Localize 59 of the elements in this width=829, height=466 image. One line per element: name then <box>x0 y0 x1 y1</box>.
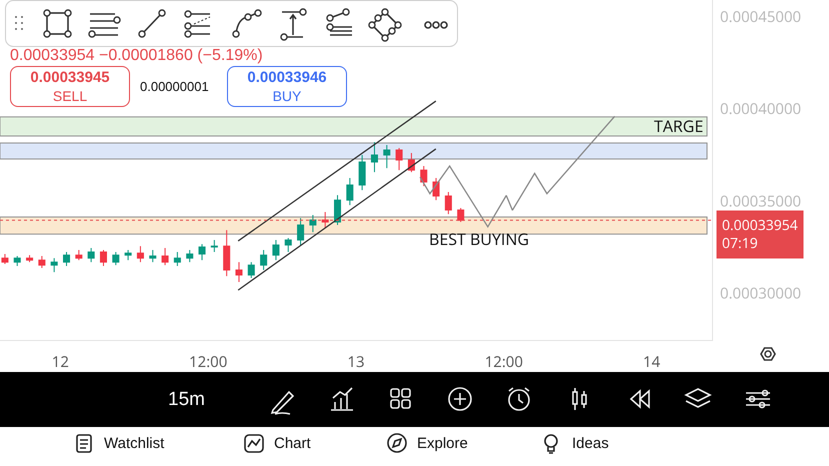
x-tick-label: 12:00 <box>189 352 228 372</box>
candlestick <box>124 249 132 261</box>
ref-line-label: 0.00033954 <box>722 216 798 235</box>
candlestick <box>346 178 354 206</box>
annotation: BUY <box>272 88 302 104</box>
y-tick-label: 0.00045000 <box>720 7 802 28</box>
candlestick <box>383 144 390 169</box>
candlestick <box>297 218 304 246</box>
annotation: 0.00033946 <box>246 69 328 86</box>
candlestick <box>223 230 230 277</box>
text: Ideas <box>572 435 609 452</box>
candlestick <box>50 258 58 273</box>
candlestick <box>358 154 366 191</box>
y-tick-label: 0.00035000 <box>720 191 802 212</box>
annotation: SELL <box>52 88 88 104</box>
annotation: 0.00033945 <box>29 69 111 86</box>
x-tick-label: 14 <box>643 352 661 372</box>
text: Chart <box>274 435 311 452</box>
candlestick <box>444 192 452 215</box>
candlestick <box>396 148 403 171</box>
text: 07:19 <box>722 234 758 254</box>
candlestick <box>272 240 280 261</box>
annotation: 0.00033954 −0.00001860 (−5.19%) <box>8 47 265 65</box>
candlestick <box>26 254 34 263</box>
candlestick <box>1 254 8 264</box>
candlestick <box>284 238 292 253</box>
x-tick-label: 13 <box>347 352 365 372</box>
y-tick-label: 0.00040000 <box>720 99 802 120</box>
candlestick <box>260 249 268 271</box>
candlestick <box>198 244 206 261</box>
candlestick <box>420 166 428 187</box>
candlestick <box>149 249 156 263</box>
candlestick <box>174 252 181 266</box>
candlestick <box>162 247 169 266</box>
candlestick <box>309 214 316 233</box>
x-tick-label: 12:00 <box>484 352 523 372</box>
annotation: 0.00000001 <box>140 79 209 94</box>
candlestick <box>210 240 218 253</box>
candlestick <box>88 247 95 263</box>
candlestick <box>235 262 242 283</box>
candlestick <box>112 252 120 266</box>
y-tick-label: 0.00030000 <box>720 283 802 304</box>
text: Watchlist <box>104 435 164 452</box>
band-label: BEST BUYING <box>429 228 530 250</box>
candlestick <box>370 142 378 173</box>
candlestick <box>136 246 144 263</box>
text: Explore <box>417 435 468 452</box>
candlestick <box>334 194 342 226</box>
candlestick <box>14 256 21 266</box>
candlestick <box>75 249 82 261</box>
candlestick <box>63 252 70 266</box>
candlestick <box>100 249 107 266</box>
text: 15m <box>168 389 205 411</box>
candlestick <box>186 249 194 263</box>
candlestick <box>38 256 46 269</box>
candlestick <box>457 208 464 222</box>
candlestick <box>248 262 255 278</box>
x-tick-label: 12 <box>52 352 69 372</box>
band-label: TARGE <box>654 115 704 137</box>
